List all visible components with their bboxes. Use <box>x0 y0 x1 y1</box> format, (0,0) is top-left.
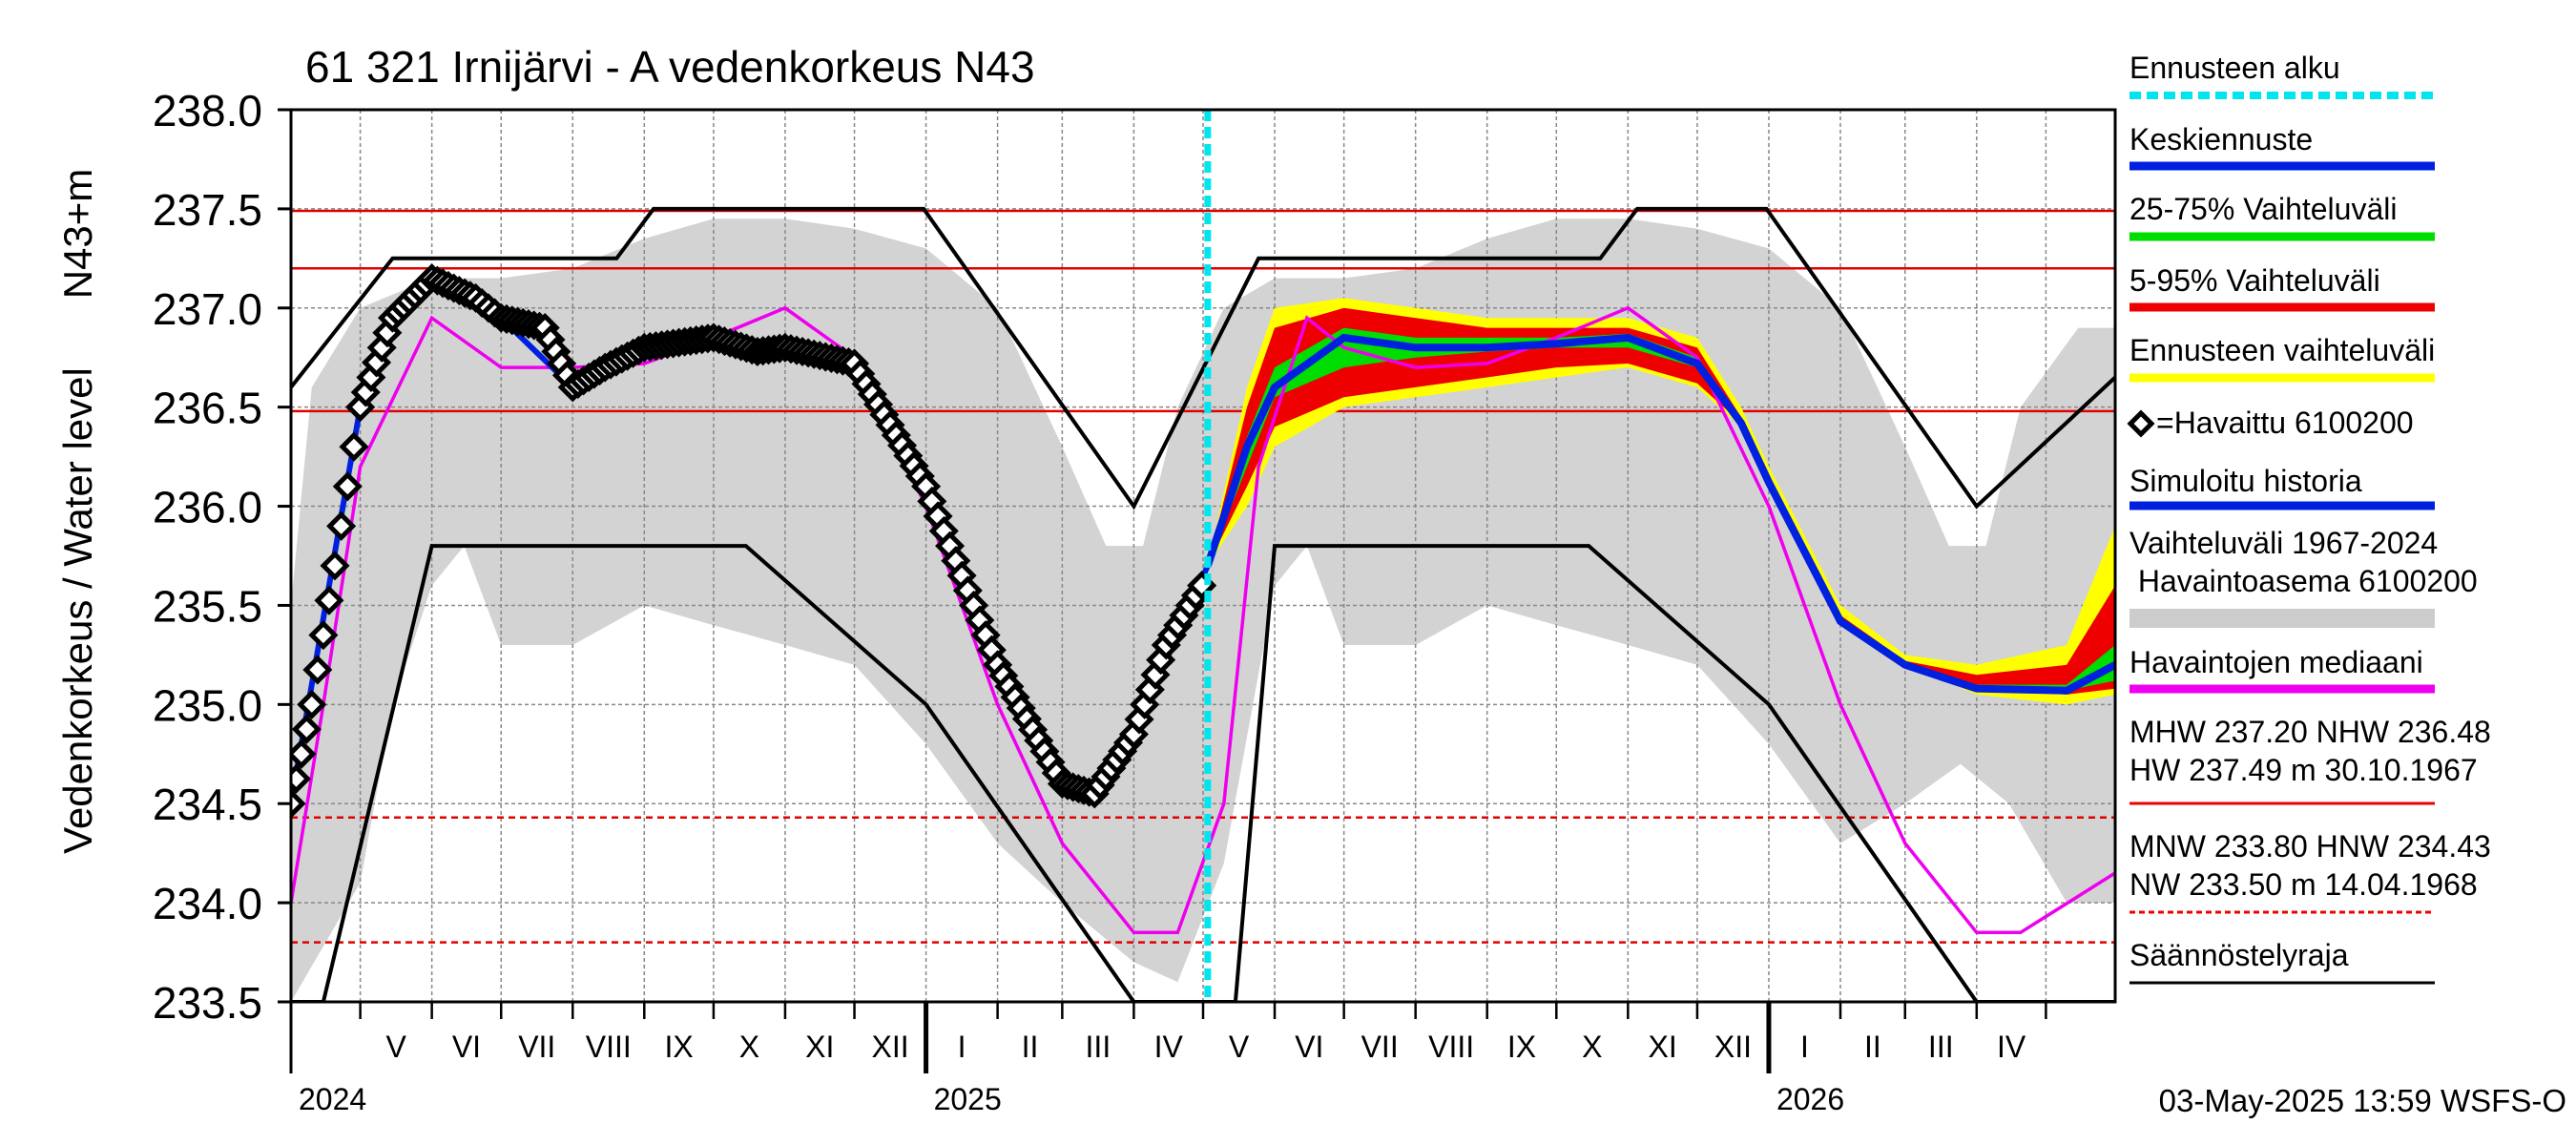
observed-point <box>320 551 350 581</box>
observed-point <box>332 471 363 502</box>
observed-point <box>297 689 327 719</box>
legend-label: 25-75% Vaihteluväli <box>2129 192 2397 226</box>
month-label: VIII <box>1428 1030 1474 1064</box>
month-label: II <box>1022 1030 1039 1064</box>
legend-label: Vaihteluväli 1967-2024 <box>2129 526 2438 560</box>
y-tick-label: 236.0 <box>153 483 262 532</box>
plot-area <box>291 110 2115 1002</box>
legend-label: 5-95% Vaihteluväli <box>2129 263 2380 298</box>
plot-clip-group <box>291 110 2115 1002</box>
month-label: XII <box>1714 1030 1752 1064</box>
observed-point <box>291 788 306 819</box>
y-axis-unit: N43+m <box>55 169 100 300</box>
year-label: 2026 <box>1776 1082 1844 1116</box>
legend-label: MHW 237.20 NHW 236.48 <box>2129 715 2491 749</box>
month-label: III <box>1086 1030 1111 1064</box>
legend-swatch <box>2129 609 2435 628</box>
month-label: XI <box>1649 1030 1677 1064</box>
observed-point <box>314 585 344 615</box>
month-label: VI <box>452 1030 481 1064</box>
observed-point <box>291 739 317 769</box>
month-label: XII <box>871 1030 908 1064</box>
median-forecast-line <box>1204 333 2115 695</box>
legend-label-secondary: Havaintoasema 6100200 <box>2129 564 2478 598</box>
y-tick-label: 234.5 <box>153 780 262 829</box>
forecast-band-25-75 <box>1207 327 2115 691</box>
regulation-lower-line <box>291 544 2115 1002</box>
y-tick-label: 235.0 <box>153 680 262 730</box>
observed-series <box>291 263 1217 819</box>
observed-point <box>302 655 333 685</box>
observed-point <box>291 714 322 744</box>
month-label: IV <box>1154 1030 1184 1064</box>
y-axis-label: Vedenkorkeus / Water level <box>55 367 100 854</box>
month-label: X <box>739 1030 759 1064</box>
month-label: IX <box>1507 1030 1536 1064</box>
y-tick-label: 237.0 <box>153 284 262 334</box>
y-tick-label: 236.5 <box>153 384 262 433</box>
month-label: VI <box>1295 1030 1323 1064</box>
year-label: 2025 <box>934 1082 1002 1116</box>
month-label: II <box>1864 1030 1881 1064</box>
chart-title: 61 321 Irnijärvi - A vedenkorkeus N43 <box>305 42 1035 92</box>
regulation-upper-line <box>291 206 2115 510</box>
legend-label: =Havaittu 6100200 <box>2156 406 2414 440</box>
footer-timestamp: 03-May-2025 13:59 WSFS-O <box>2159 1083 2566 1118</box>
month-label: V <box>1229 1030 1250 1064</box>
legend-label: MNW 233.80 HNW 234.43 <box>2129 829 2491 864</box>
month-label: V <box>385 1030 406 1064</box>
observed-point <box>291 763 311 794</box>
month-label: IX <box>664 1030 693 1064</box>
observed-point <box>339 431 369 462</box>
y-tick-label: 238.0 <box>153 86 262 135</box>
legend: Ennusteen alku Keskiennuste 25-75% Vaihtel… <box>2127 51 2491 985</box>
y-tick-label: 237.5 <box>153 185 262 235</box>
legend-label: Havaintojen mediaani <box>2129 645 2423 679</box>
month-label: III <box>1928 1030 1954 1064</box>
y-tick-label: 233.5 <box>153 978 262 1028</box>
legend-label: Keskiennuste <box>2129 122 2313 156</box>
month-label: IV <box>1997 1030 2026 1064</box>
month-label: I <box>958 1030 966 1064</box>
month-label: XI <box>805 1030 834 1064</box>
legend-label: Ennusteen alku <box>2129 51 2340 85</box>
month-label: I <box>1800 1030 1809 1064</box>
year-label: 2024 <box>299 1082 366 1116</box>
history-band <box>291 219 2115 1002</box>
legend-label-secondary: HW 237.49 m 30.10.1967 <box>2129 753 2478 787</box>
observed-point <box>308 620 339 651</box>
axes: 238.0 237.5 237.0 236.5 236.0 235.5 235.0 234.5… <box>153 86 2117 1116</box>
y-tick-label: 234.0 <box>153 879 262 928</box>
legend-label: Ennusteen vaihteluväli <box>2129 333 2435 367</box>
legend-label: Simuloitu historia <box>2129 464 2362 498</box>
y-tick-label: 235.5 <box>153 581 262 631</box>
month-label: X <box>1582 1030 1602 1064</box>
month-label: VII <box>518 1030 555 1064</box>
month-label: VIII <box>586 1030 632 1064</box>
legend-label-secondary: NW 233.50 m 14.04.1968 <box>2129 867 2478 902</box>
month-label: VII <box>1361 1030 1399 1064</box>
legend-label: Säännöstelyraja <box>2129 938 2349 972</box>
legend-diamond-icon <box>2127 409 2155 438</box>
observed-point <box>326 510 357 541</box>
